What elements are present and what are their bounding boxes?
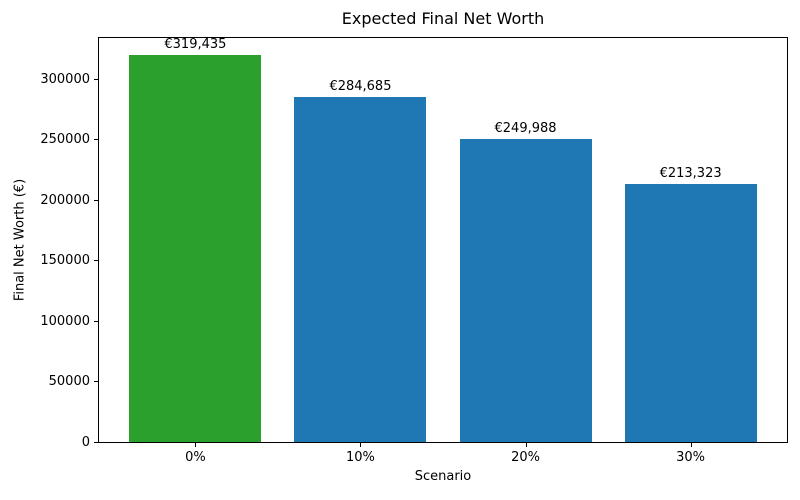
y-axis-tick-label: 100000 <box>40 314 90 329</box>
x-axis-tick-label: 20% <box>511 450 540 465</box>
y-axis-tick-label: 0 <box>81 435 90 450</box>
chart-bar-30% <box>624 184 757 442</box>
y-axis-tick-mark <box>94 139 98 140</box>
chart-bar-20% <box>459 139 592 442</box>
y-axis-tick-label: 250000 <box>40 132 90 147</box>
bar-value-label: €213,323 <box>659 166 722 181</box>
x-axis-tick-mark <box>195 443 196 447</box>
chart-title: Expected Final Net Worth <box>341 9 545 28</box>
plot-area: €319,435 €284,685 €249,988 €213,323 <box>98 37 788 443</box>
y-axis-tick-mark <box>94 79 98 80</box>
y-axis-tick-mark <box>94 321 98 322</box>
x-axis-tick-label: 0% <box>185 450 206 465</box>
bar-value-label: €319,435 <box>164 37 227 52</box>
y-axis-tick-mark <box>94 442 98 443</box>
y-axis-tick-label: 300000 <box>40 72 90 87</box>
x-axis-tick-mark <box>360 443 361 447</box>
y-axis-tick-label: 50000 <box>48 374 90 389</box>
y-axis-tick-mark <box>94 260 98 261</box>
chart-bar-0% <box>129 55 262 442</box>
y-axis-tick-label: 200000 <box>40 193 90 208</box>
x-axis-tick-label: 30% <box>676 450 706 465</box>
bar-value-label: €249,988 <box>494 121 557 136</box>
y-axis-tick-mark <box>94 200 98 201</box>
chart-bar-10% <box>294 97 427 442</box>
bar-value-label: €284,685 <box>329 79 392 94</box>
x-axis-tick-label: 10% <box>346 450 375 465</box>
x-axis-tick-mark <box>691 443 692 447</box>
y-axis-tick-mark <box>94 381 98 382</box>
x-axis-tick-mark <box>526 443 527 447</box>
x-axis-label: Scenario <box>414 469 472 484</box>
y-axis-tick-label: 150000 <box>40 253 90 268</box>
